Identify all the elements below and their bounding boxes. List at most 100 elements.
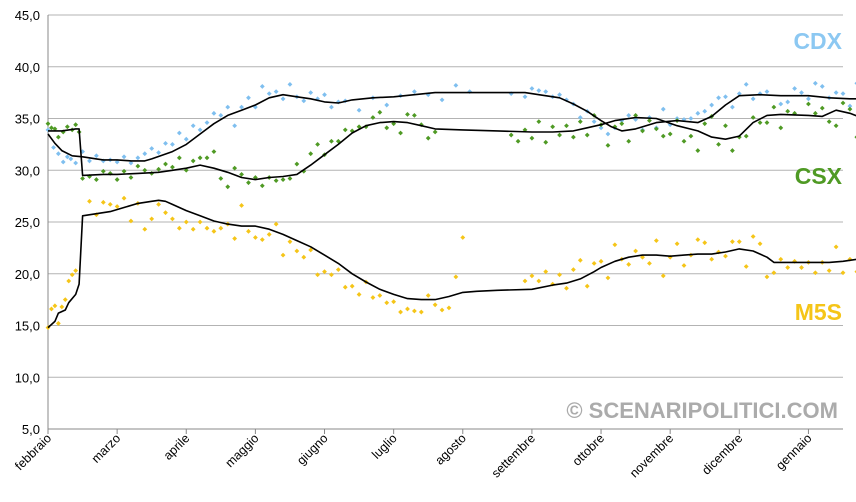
y-tick-label: 25,0 <box>15 215 40 230</box>
point-csx <box>377 109 383 115</box>
point-cdx <box>252 104 258 110</box>
point-m5s <box>349 283 355 289</box>
point-m5s <box>681 263 687 268</box>
point-cdx <box>819 84 825 89</box>
point-m5s <box>163 210 168 216</box>
point-csx <box>640 128 645 134</box>
point-cdx <box>743 81 749 87</box>
y-axis-ticks: 45,0 40,0 35,0 30,0 25,0 20,0 15,0 10,0 5,0 <box>15 8 40 437</box>
series-labels: CDX CSX M5S <box>793 28 842 325</box>
point-csx <box>87 174 92 179</box>
point-m5s <box>432 302 438 308</box>
point-cdx <box>729 104 735 110</box>
point-cdx <box>557 92 562 98</box>
point-m5s <box>377 293 383 298</box>
point-cdx <box>232 123 238 129</box>
point-csx <box>729 148 735 153</box>
point-m5s <box>584 283 590 289</box>
y-tick-label: 15,0 <box>15 319 40 334</box>
point-cdx <box>190 123 196 129</box>
point-m5s <box>570 267 576 273</box>
point-cdx <box>68 156 74 162</box>
point-m5s <box>87 198 92 204</box>
point-cdx <box>695 110 701 116</box>
point-csx <box>522 127 528 133</box>
point-csx <box>308 151 314 157</box>
point-csx <box>508 132 514 138</box>
point-csx <box>570 134 576 140</box>
point-csx <box>847 106 853 112</box>
point-cdx <box>688 116 694 121</box>
point-cdx <box>792 86 798 91</box>
point-cdx <box>384 102 390 108</box>
point-cdx <box>64 154 70 160</box>
point-csx <box>329 138 334 144</box>
point-m5s <box>259 237 265 242</box>
point-cdx <box>543 89 549 94</box>
point-cdx <box>273 89 279 94</box>
point-cdx <box>51 145 56 150</box>
point-cdx <box>287 81 293 87</box>
point-csx <box>80 176 85 181</box>
point-csx <box>764 120 770 126</box>
point-csx <box>529 135 535 141</box>
point-cdx <box>197 127 203 133</box>
point-cdx <box>847 103 853 109</box>
y-tick-label: 40,0 <box>15 60 40 75</box>
point-m5s <box>591 261 597 266</box>
point-csx <box>225 184 231 190</box>
point-m5s <box>757 241 763 247</box>
point-csx <box>246 180 251 186</box>
point-m5s <box>170 216 175 222</box>
point-cdx <box>87 158 92 164</box>
point-m5s <box>626 262 632 267</box>
y-tick-label: 30,0 <box>15 163 40 178</box>
point-csx <box>45 121 51 127</box>
point-cdx <box>176 130 182 136</box>
point-m5s <box>743 264 749 269</box>
point-csx <box>536 119 542 125</box>
point-csx <box>425 135 431 141</box>
point-csx <box>114 177 120 182</box>
point-cdx <box>121 154 127 160</box>
point-m5s <box>287 239 293 245</box>
point-csx <box>156 166 162 172</box>
point-m5s <box>370 295 376 300</box>
point-m5s <box>812 270 818 276</box>
point-cdx <box>142 151 148 157</box>
point-m5s <box>59 304 65 310</box>
point-m5s <box>764 274 770 280</box>
point-m5s <box>453 274 459 280</box>
point-m5s <box>833 244 839 250</box>
point-m5s <box>612 242 618 248</box>
point-m5s <box>66 278 72 284</box>
point-cdx <box>280 96 286 102</box>
point-m5s <box>799 265 804 270</box>
point-csx <box>232 165 238 171</box>
point-m5s <box>142 226 148 232</box>
trend-lines <box>47 91 856 329</box>
point-m5s <box>252 235 258 240</box>
point-csx <box>564 123 569 129</box>
point-csx <box>716 141 721 147</box>
point-m5s <box>522 278 528 284</box>
point-csx <box>695 148 701 153</box>
point-m5s <box>577 257 583 263</box>
point-csx <box>702 121 708 127</box>
point-cdx <box>183 136 189 142</box>
point-csx <box>398 130 403 136</box>
y-tick-label: 20,0 <box>15 267 40 282</box>
point-cdx <box>536 88 542 93</box>
point-csx <box>204 155 210 161</box>
y-tick-label: 45,0 <box>15 8 40 23</box>
y-tick-label: 10,0 <box>15 370 40 385</box>
point-m5s <box>536 278 542 284</box>
point-m5s <box>633 248 639 254</box>
point-m5s <box>647 261 652 266</box>
point-m5s <box>342 284 348 290</box>
point-cdx <box>308 90 314 96</box>
point-m5s <box>52 303 58 309</box>
point-m5s <box>771 270 777 276</box>
point-csx <box>826 119 832 125</box>
